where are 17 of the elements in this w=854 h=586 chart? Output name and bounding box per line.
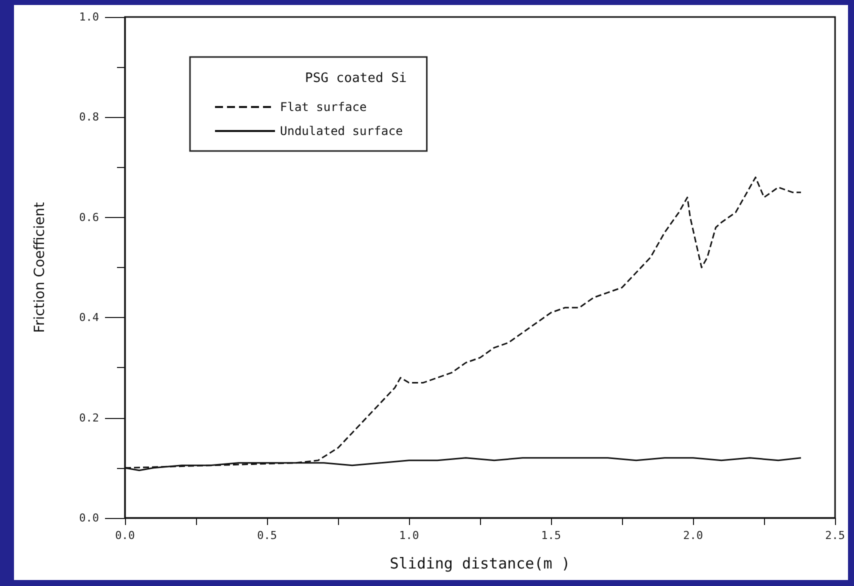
y-axis-title: Friction Coefficient (32, 202, 48, 333)
y-tick-label: 0.8 (79, 110, 99, 124)
y-tick-label: 0.0 (79, 512, 99, 524)
y-tick-label: 0.6 (79, 210, 99, 224)
y-tick-label: 0.4 (79, 311, 100, 324)
y-tick-label: 1.0 (79, 10, 99, 24)
x-tick-label: 0.5 (257, 529, 277, 542)
x-tick-label: 1.5 (541, 529, 561, 542)
legend-label: Flat surface (280, 100, 367, 114)
x-tick-label: 0.0 (115, 529, 135, 542)
legend-label: Undulated surface (280, 124, 403, 138)
y-tick-label: 0.2 (79, 411, 99, 424)
x-tick-label: 2.5 (825, 529, 846, 542)
legend-title: PSG coated Si (305, 71, 407, 86)
x-tick-label: 2.0 (683, 529, 703, 542)
x-axis-title: Sliding distance(m ) (390, 554, 570, 572)
x-tick-label: 1.0 (399, 529, 419, 542)
